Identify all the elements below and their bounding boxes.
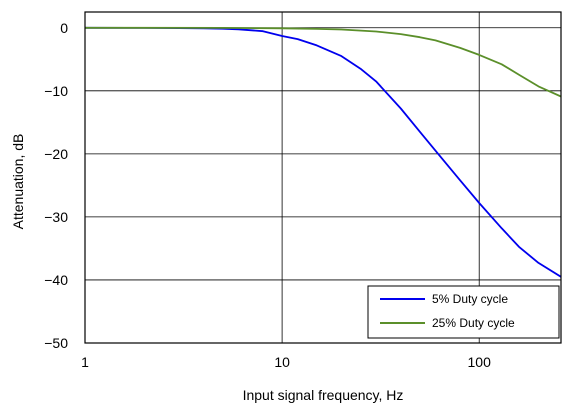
legend-label: 25% Duty cycle — [432, 316, 515, 330]
y-tick-label: −10 — [44, 83, 68, 99]
series-line-5pct — [85, 26, 561, 278]
x-tick-label: 100 — [468, 354, 492, 370]
series-line-25pct — [85, 26, 561, 98]
y-tick-label: −20 — [44, 146, 68, 162]
x-axis-label: Input signal frequency, Hz — [243, 387, 404, 403]
y-tick-label: −40 — [44, 272, 68, 288]
legend-box — [367, 285, 560, 339]
plot-frame — [84, 11, 562, 344]
y-tick-label: −30 — [44, 209, 68, 225]
x-tick-label: 10 — [274, 354, 290, 370]
y-tick-label: −50 — [44, 335, 68, 351]
series-layer — [85, 26, 561, 278]
tick-labels: 1 10 100 0 −10 −20 −30 −40 −50 — [44, 20, 491, 370]
y-tick-label: 0 — [60, 20, 68, 36]
legend: 5% Duty cycle 25% Duty cycle — [367, 285, 560, 339]
y-axis-label: Attenuation, dB — [10, 134, 26, 230]
x-tick-label: 1 — [81, 354, 89, 370]
legend-label: 5% Duty cycle — [432, 292, 508, 306]
